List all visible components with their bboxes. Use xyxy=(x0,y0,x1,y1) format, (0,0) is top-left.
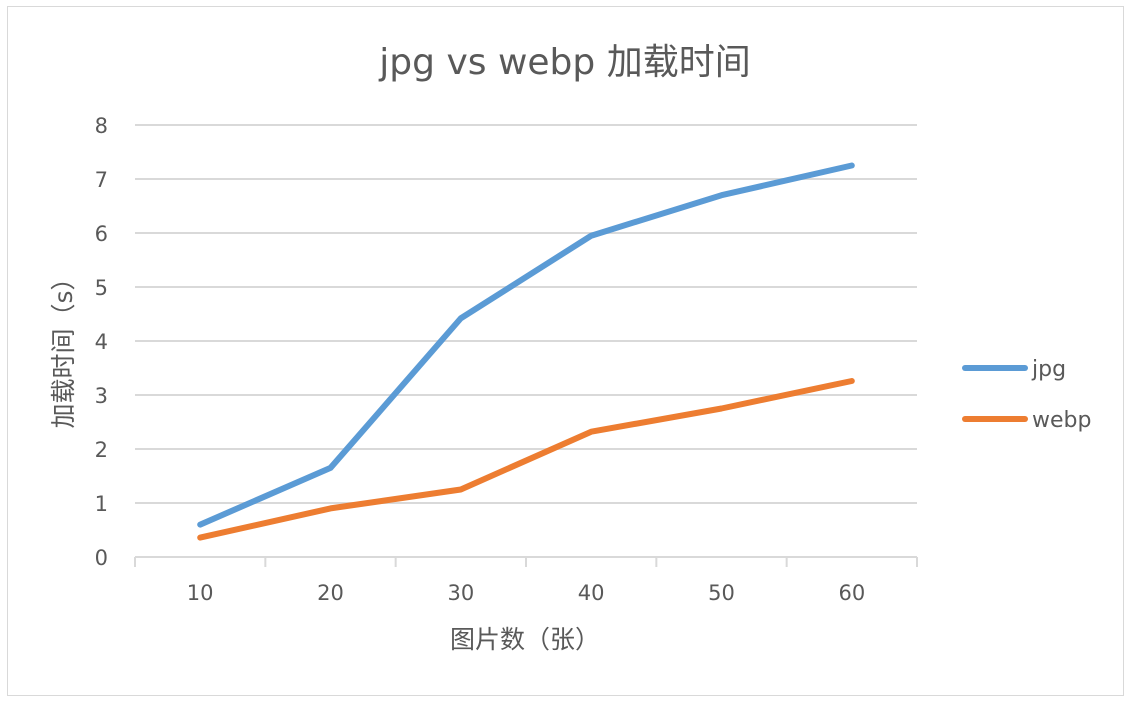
y-tick-label: 3 xyxy=(95,384,108,408)
chart-frame xyxy=(7,6,1124,696)
x-tick-label: 60 xyxy=(838,581,865,605)
y-tick-label: 4 xyxy=(95,330,108,354)
y-tick-label: 8 xyxy=(95,114,108,138)
x-axis: 10 20 30 40 50 60 xyxy=(134,556,918,605)
x-tick-label: 20 xyxy=(317,581,344,605)
y-axis-ticks: 0 1 2 3 4 5 6 7 8 xyxy=(95,114,108,570)
x-tick-label: 40 xyxy=(578,581,605,605)
series-line-webp xyxy=(197,378,855,541)
x-tick-label: 10 xyxy=(187,581,214,605)
y-tick-label: 0 xyxy=(95,546,108,570)
y-tick-label: 5 xyxy=(95,276,108,300)
legend: jpg webp xyxy=(962,357,1091,433)
legend-label-jpg: jpg xyxy=(1031,357,1066,382)
y-tick-label: 1 xyxy=(95,492,108,516)
x-tick-label: 30 xyxy=(447,581,474,605)
x-axis-title: 图片数（张） xyxy=(450,625,600,654)
series-line-jpg xyxy=(197,162,855,528)
y-tick-label: 6 xyxy=(95,222,108,246)
grid-lines xyxy=(135,124,917,504)
x-tick-label: 50 xyxy=(708,581,735,605)
y-axis-title: 加载时间（s） xyxy=(49,265,78,428)
y-tick-label: 7 xyxy=(95,168,108,192)
y-tick-label: 2 xyxy=(95,438,108,462)
legend-label-webp: webp xyxy=(1032,408,1091,433)
chart-title: jpg vs webp 加载时间 xyxy=(378,42,750,83)
series-lines xyxy=(197,162,855,541)
